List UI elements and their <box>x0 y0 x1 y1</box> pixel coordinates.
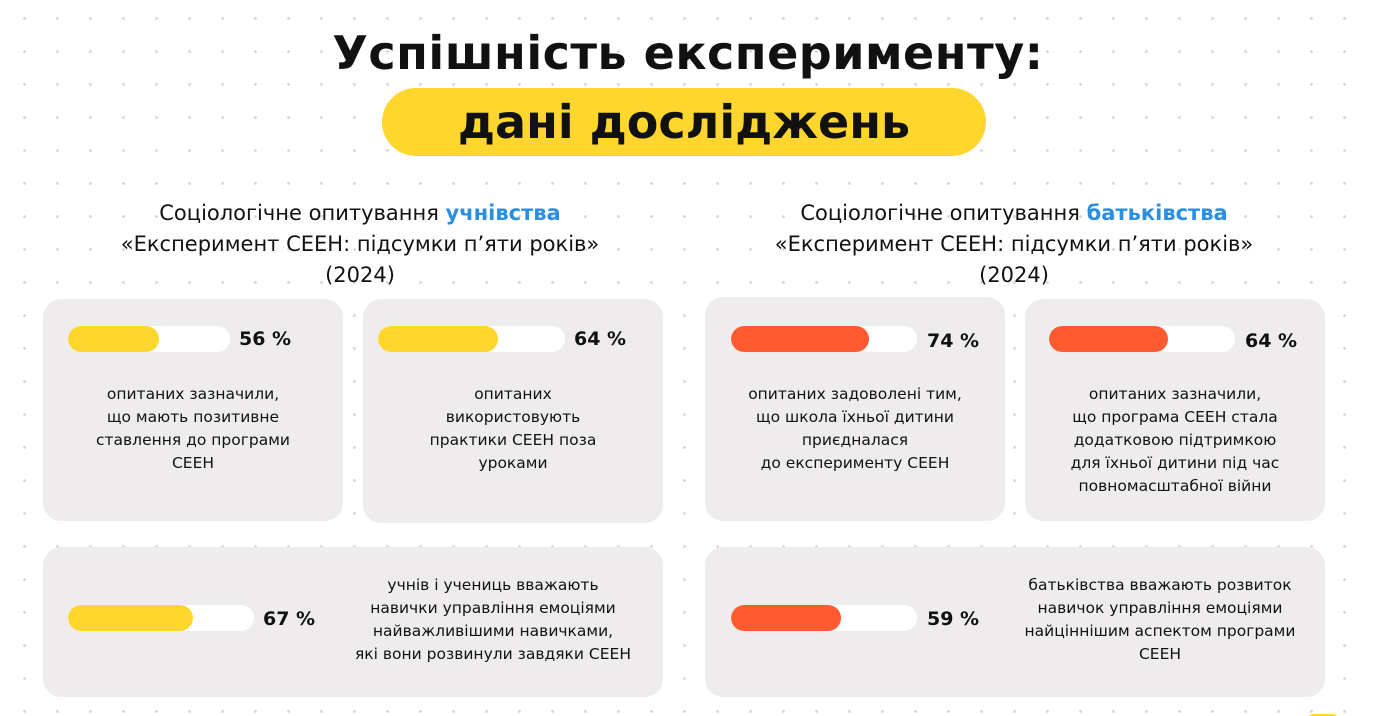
students-survey-heading: Соціологічне опитування учнівства «Експе… <box>40 198 680 291</box>
stat-description: опитаних використовують практики СЕЕН по… <box>429 385 597 472</box>
parents-heading-line2: «Експеримент СЕЕН: підсумки п’яти років» <box>774 232 1254 256</box>
stat-description: опитаних зазначили, що програма СЕЕН ста… <box>1070 385 1280 495</box>
progress-fill <box>68 326 159 352</box>
students-heading-line2: «Експеримент СЕЕН: підсумки п’яти років» <box>120 232 600 256</box>
parents-heading-year: (2024) <box>979 263 1049 287</box>
students-heading-year: (2024) <box>325 263 395 287</box>
parents-heading-accent: батьківства <box>1086 201 1228 225</box>
stat-percent: 64 % <box>574 328 627 350</box>
stat-card-students-emotions: 67 % учнів і учениць вважають навички уп… <box>43 547 663 697</box>
stat-card-students-positive: 56 % опитаних зазначили, що мають позити… <box>43 299 343 521</box>
stat-card-parents-emotions: 59 % батьківства вважають розвиток навич… <box>705 547 1325 697</box>
stat-percent: 74 % <box>927 330 980 352</box>
stat-percent: 59 % <box>927 608 980 630</box>
parents-survey-heading: Соціологічне опитування батьківства «Екс… <box>694 198 1334 291</box>
progress-bar <box>68 605 254 631</box>
progress-fill <box>731 605 841 631</box>
stat-description: опитаних задоволені тим, що школа їхньої… <box>748 385 962 472</box>
stat-card-students-practices: 64 % опитаних використовують практики СЕ… <box>363 299 663 523</box>
parents-heading-prefix: Соціологічне опитування <box>800 201 1087 225</box>
stat-description: батьківства вважають розвиток навичок уп… <box>1024 576 1296 663</box>
stat-card-parents-support: 64 % опитаних зазначили, що програма СЕЕ… <box>1025 299 1325 521</box>
students-heading-prefix: Соціологічне опитування <box>159 201 446 225</box>
subtitle-pill: дані досліджень <box>382 88 986 156</box>
stat-percent: 67 % <box>263 608 316 630</box>
progress-bar <box>378 326 565 352</box>
page-subtitle: дані досліджень <box>457 95 911 149</box>
brand-logo-icon <box>1308 714 1338 716</box>
progress-fill <box>731 326 869 352</box>
stat-description: учнів і учениць вважають навички управлі… <box>354 576 631 663</box>
progress-fill <box>68 605 193 631</box>
page-title: Успішність експерименту: <box>332 26 1044 80</box>
stat-card-parents-satisfied: 74 % опитаних задоволені тим, що школа ї… <box>705 297 1005 521</box>
progress-bar <box>1049 326 1235 352</box>
progress-bar <box>731 605 917 631</box>
stat-percent: 56 % <box>239 328 292 350</box>
stat-percent: 64 % <box>1245 330 1298 352</box>
progress-fill <box>1049 326 1169 352</box>
stat-description: опитаних зазначили, що мають позитивне с… <box>96 385 290 472</box>
students-heading-accent: учнівства <box>445 201 561 225</box>
progress-fill <box>378 326 498 352</box>
progress-bar <box>731 326 917 352</box>
progress-bar <box>68 326 230 352</box>
